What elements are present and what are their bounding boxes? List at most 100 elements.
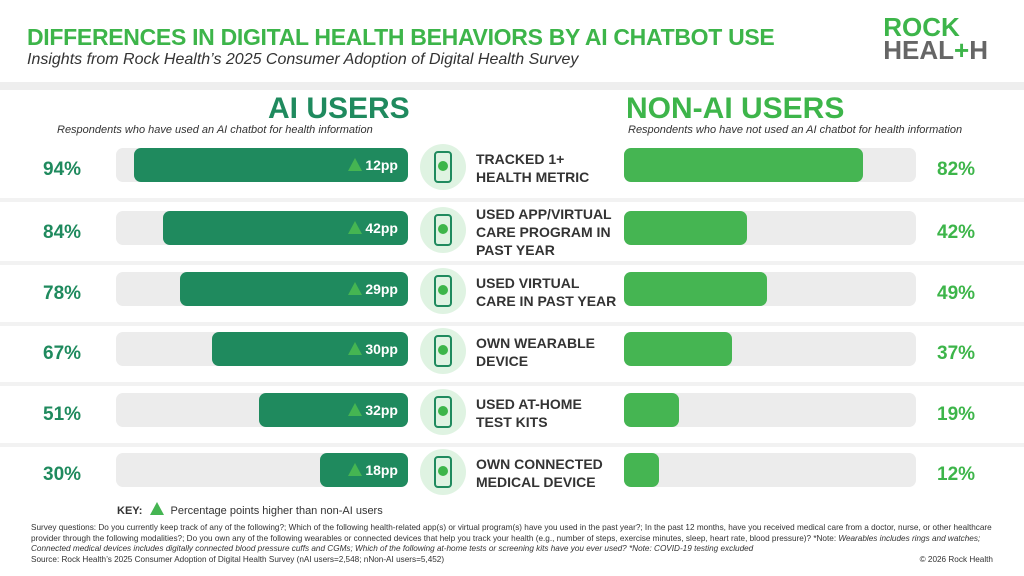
copyright: © 2026 Rock Health (919, 555, 993, 564)
ai-value-label: 84% (43, 222, 82, 243)
ai-bar-track: 12pp (116, 148, 408, 182)
difference-value: 12pp (365, 157, 398, 173)
category-label-line: HEALTH METRIC (476, 169, 590, 185)
difference-value: 32pp (365, 402, 398, 418)
category-label-line: CARE PROGRAM IN (476, 224, 611, 240)
non-ai-bar (624, 453, 660, 487)
difference-label: 12pp (348, 157, 398, 173)
ai-bar-track: 32pp (116, 393, 408, 427)
ai-users-description: Respondents who have used an AI chatbot … (57, 124, 373, 136)
difference-value: 18pp (365, 462, 398, 478)
chart-row: 84% 42pp USED APP/VIRTUAL CARE PROGRAM IN… (0, 203, 1024, 263)
category-label: OWN CONNECTED MEDICAL DEVICE (476, 455, 626, 491)
triangle-up-icon (348, 463, 363, 476)
non-ai-value-label: 82% (937, 159, 976, 180)
difference-value: 42pp (365, 220, 398, 236)
category-label-line: TEST KITS (476, 414, 548, 430)
ai-bar: 29pp (180, 272, 408, 306)
ai-bar: 18pp (320, 453, 408, 487)
ai-value-label: 67% (43, 343, 82, 364)
difference-label: 18pp (348, 462, 398, 478)
difference-value: 29pp (365, 281, 398, 297)
ai-users-heading: AI USERS (268, 92, 410, 125)
ai-value-label: 51% (43, 404, 82, 425)
category-label: TRACKED 1+ HEALTH METRIC (476, 150, 626, 186)
row-separator (0, 322, 1024, 326)
triangle-up-icon (150, 502, 165, 515)
ai-bar-track: 18pp (116, 453, 408, 487)
category-label-line: USED VIRTUAL (476, 275, 580, 291)
ai-value-label: 30% (43, 464, 82, 485)
row-separator (0, 198, 1024, 202)
non-ai-value-label: 42% (937, 222, 976, 243)
phone-heart-icon (420, 144, 466, 190)
ai-bar: 30pp (212, 332, 408, 366)
row-separator (0, 382, 1024, 386)
non-ai-bar (624, 272, 768, 306)
blood-pressure-monitor-icon (420, 449, 466, 495)
non-ai-users-description: Respondents who have not used an AI chat… (628, 124, 963, 136)
category-label-line: OWN CONNECTED (476, 456, 603, 472)
category-label-line: USED AT-HOME (476, 396, 582, 412)
non-ai-bar (624, 332, 733, 366)
non-ai-value-label: 49% (937, 283, 976, 304)
chart-row: 51% 32pp USED AT-HOME TEST KITS 19% (0, 385, 1024, 445)
non-ai-bar-track (624, 148, 916, 182)
triangle-up-icon (348, 403, 363, 416)
non-ai-value-label: 19% (937, 404, 976, 425)
ai-bar: 32pp (259, 393, 408, 427)
chart-row: 78% 29pp USED VIRTUAL CARE IN PAST YEAR 4… (0, 264, 1024, 324)
category-label: USED AT-HOME TEST KITS (476, 395, 626, 431)
category-label-line: OWN WEARABLE (476, 335, 595, 351)
non-ai-value-label: 37% (937, 343, 976, 364)
chart-row: 30% 18pp OWN CONNECTED MEDICAL DEVICE 12% (0, 445, 1024, 505)
category-label: OWN WEARABLE DEVICE (476, 334, 626, 370)
smartwatch-icon (420, 328, 466, 374)
non-ai-bar-track (624, 393, 916, 427)
triangle-up-icon (348, 282, 363, 295)
category-label-line: CARE IN PAST YEAR (476, 293, 617, 309)
non-ai-bar (624, 393, 680, 427)
ai-value-label: 78% (43, 283, 82, 304)
non-ai-bar-track (624, 272, 916, 306)
difference-label: 32pp (348, 402, 398, 418)
non-ai-users-heading: NON-AI USERS (626, 92, 845, 125)
category-label-line: DEVICE (476, 353, 529, 369)
legend-title: KEY: (117, 505, 143, 517)
difference-value: 30pp (365, 341, 398, 357)
ai-bar-track: 30pp (116, 332, 408, 366)
category-label-line: PAST YEAR (476, 242, 555, 258)
survey-notes: Wearables includes rings and watches; Co… (31, 533, 981, 554)
phone-app-icon (420, 207, 466, 253)
non-ai-bar-track (624, 211, 916, 245)
chart-row: 67% 30pp OWN WEARABLE DEVICE 37% (0, 324, 1024, 384)
legend-text: Percentage points higher than non-AI use… (170, 505, 383, 517)
survey-questions: Survey questions: Do you currently keep … (31, 523, 992, 543)
triangle-up-icon (348, 221, 363, 234)
ai-bar: 12pp (133, 148, 408, 182)
difference-label: 29pp (348, 281, 398, 297)
category-label-line: TRACKED 1+ (476, 151, 565, 167)
non-ai-bar-track (624, 453, 916, 487)
chart-subtitle: Insights from Rock Health’s 2025 Consume… (27, 51, 579, 68)
difference-label: 42pp (348, 220, 398, 236)
category-label-line: USED APP/VIRTUAL (476, 206, 612, 222)
row-separator (0, 443, 1024, 447)
category-label-line: MEDICAL DEVICE (476, 474, 596, 490)
non-ai-bar-track (624, 332, 916, 366)
row-separator (0, 261, 1024, 265)
category-label: USED APP/VIRTUAL CARE PROGRAM IN PAST YEAR (476, 205, 626, 259)
ai-bar: 42pp (162, 211, 408, 245)
difference-label: 30pp (348, 341, 398, 357)
source: Source: Rock Health’s 2025 Consumer Adop… (31, 554, 445, 564)
test-kit-icon (420, 389, 466, 435)
non-ai-bar (624, 148, 864, 182)
chart-title: DIFFERENCES IN DIGITAL HEALTH BEHAVIORS … (27, 24, 775, 50)
ai-bar-track: 42pp (116, 211, 408, 245)
footnote: Survey questions: Do you currently keep … (31, 523, 996, 565)
category-label: USED VIRTUAL CARE IN PAST YEAR (476, 274, 626, 310)
non-ai-value-label: 12% (937, 464, 976, 485)
ai-value-label: 94% (43, 159, 82, 180)
rock-health-logo: ROCK HEAL+H (883, 12, 988, 65)
ai-bar-track: 29pp (116, 272, 408, 306)
